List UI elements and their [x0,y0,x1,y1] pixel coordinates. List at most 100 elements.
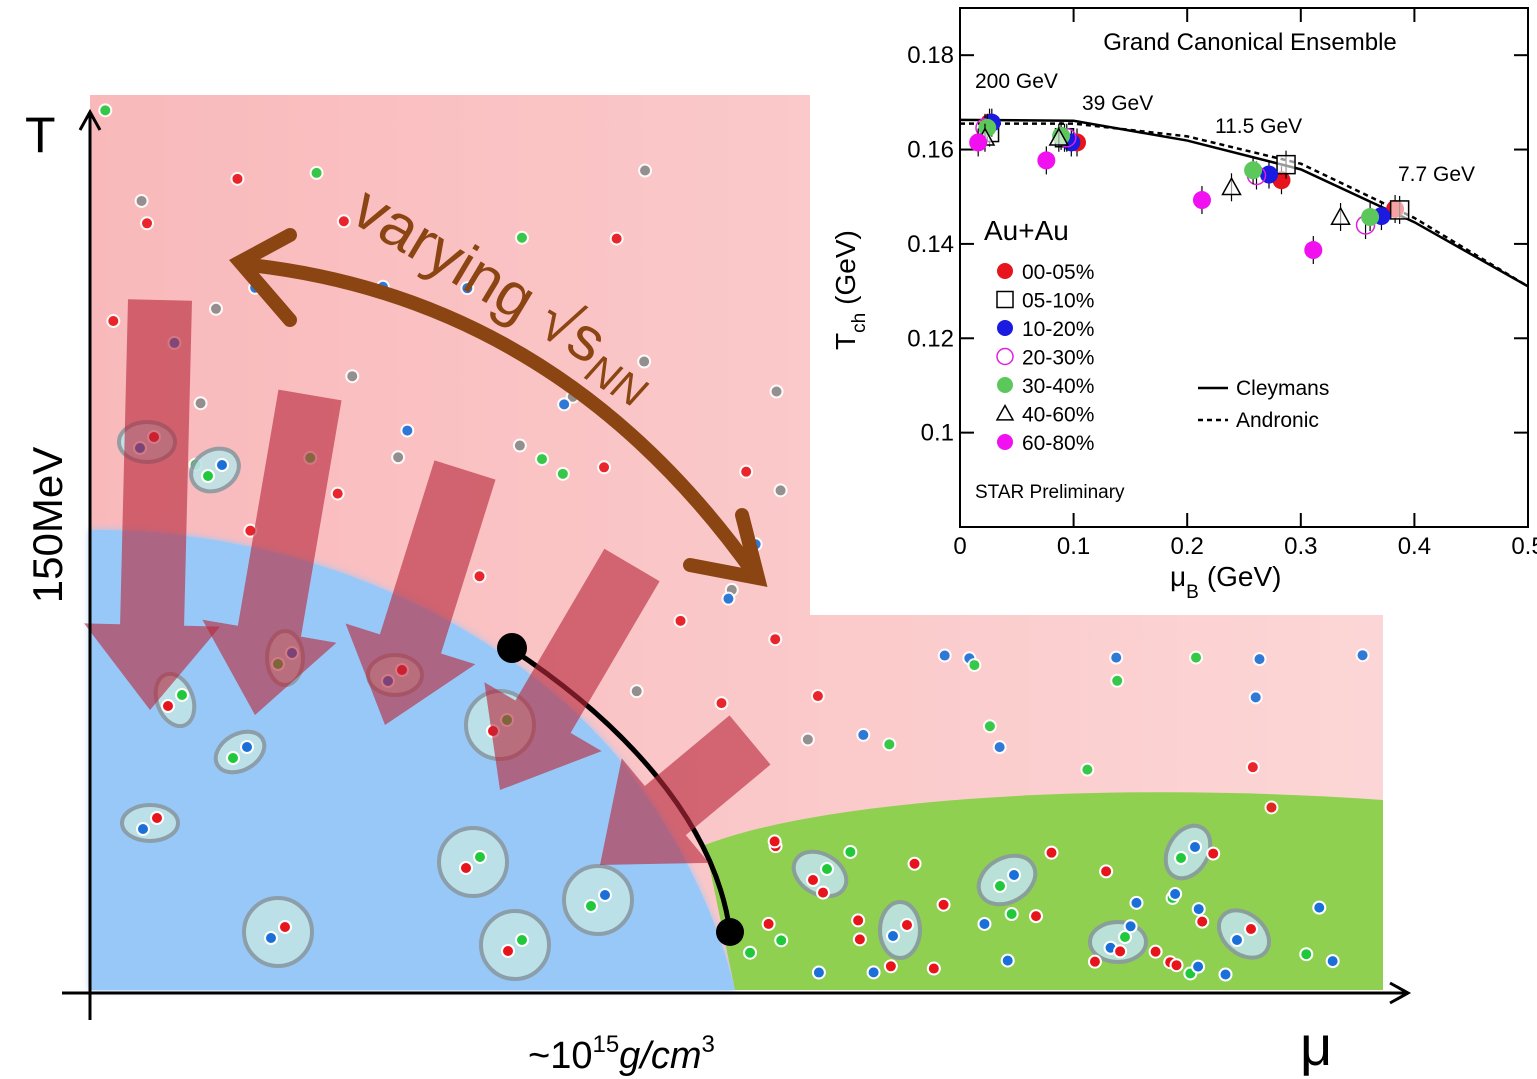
quark [516,232,528,244]
marker [997,292,1013,308]
legend-label: 00-05% [1022,261,1094,284]
quark [1110,652,1122,664]
x-label-subscript: B [1186,582,1199,603]
quark [1100,865,1112,877]
quark [807,874,819,886]
t-label: T [25,107,56,163]
quark [1245,923,1257,935]
quark [558,398,570,410]
quark [1002,955,1014,967]
quark [1219,968,1231,980]
annotation: STAR Preliminary [975,482,1125,503]
inset-chart: 00.10.20.30.40.50.10.120.140.160.18Grand… [830,0,1537,605]
legend-label: Cleymans [1236,377,1329,400]
quark [557,468,569,480]
quark [107,315,119,327]
quark [392,451,404,463]
quark [265,932,277,944]
density-base: ~10 [528,1035,592,1077]
y-tick-label: 0.1 [921,420,954,447]
marker [969,133,987,151]
mu-label: μ [1300,1014,1332,1077]
quark [638,356,650,368]
y-tick-label: 0.18 [907,42,954,69]
annotation: 39 GeV [1082,92,1153,115]
quark [715,697,727,709]
quark [195,397,207,409]
hadron [122,805,178,841]
y-tick-label: 0.12 [907,325,954,352]
quark [502,945,514,957]
quark [1247,761,1259,773]
quark [639,165,651,177]
quark [99,104,111,116]
quark [137,823,149,835]
quark [1250,691,1262,703]
quark [771,386,783,398]
legend-title: Au+Au [984,215,1069,246]
quark [939,650,951,662]
legend-label: 20-30% [1022,347,1094,370]
quark [210,303,222,315]
x-tick-label: 0.4 [1398,533,1431,560]
annotation: 200 GeV [975,70,1058,93]
quark [585,900,597,912]
quark [740,466,752,478]
hadron [564,866,632,934]
quark [631,685,643,697]
chart-title: Grand Canonical Ensemble [1103,29,1397,56]
quark [460,862,472,874]
quark [978,918,990,930]
quark [887,930,899,942]
quark [817,887,829,899]
quark [928,963,940,975]
critical-point [497,633,527,663]
marker [1244,161,1262,179]
marker [1193,191,1211,209]
y-axis-label: Tch(GeV) [830,230,870,350]
marker [1304,241,1322,259]
quark [227,752,239,764]
quark [1008,869,1020,881]
quark [885,960,897,972]
page: varying √sNN T 150MeV μ ~1015g/cm3 00.10… [0,0,1537,1079]
marker [997,377,1013,393]
hadron [439,828,507,896]
quark [821,863,833,875]
x-label-symbol: μ [1170,561,1186,592]
x-tick-label: 0.1 [1057,533,1090,560]
quark [241,741,253,753]
quark [279,921,291,933]
quark [852,914,864,926]
marker [997,320,1013,336]
quark [611,233,623,245]
quark [536,453,548,465]
quark [938,899,950,911]
quark [812,690,824,702]
quark [1207,848,1219,860]
quark [769,835,781,847]
density-unit: g/cm [619,1035,701,1077]
density-label: ~1015g/cm3 [528,1031,715,1077]
quark [769,633,781,645]
quark [1006,908,1018,920]
quark [1169,888,1181,900]
quark [1125,920,1137,932]
quark [1030,910,1042,922]
quark [151,812,163,824]
quark [1253,653,1265,665]
figure: varying √sNN T 150MeV μ ~1015g/cm3 00.10… [0,0,1537,1079]
marker [997,263,1013,279]
quark [883,738,895,750]
quark [1192,961,1204,973]
quark [1111,675,1123,687]
quark [474,570,486,582]
quark [1150,946,1162,958]
quark [141,217,153,229]
legend-label: 40-60% [1022,404,1094,427]
quark [1130,897,1142,909]
x-tick-label: 0.3 [1284,533,1317,560]
legend-label: 60-80% [1022,432,1094,455]
y-tick-label: 0.16 [907,137,954,164]
density-exponent: 15 [592,1031,619,1058]
